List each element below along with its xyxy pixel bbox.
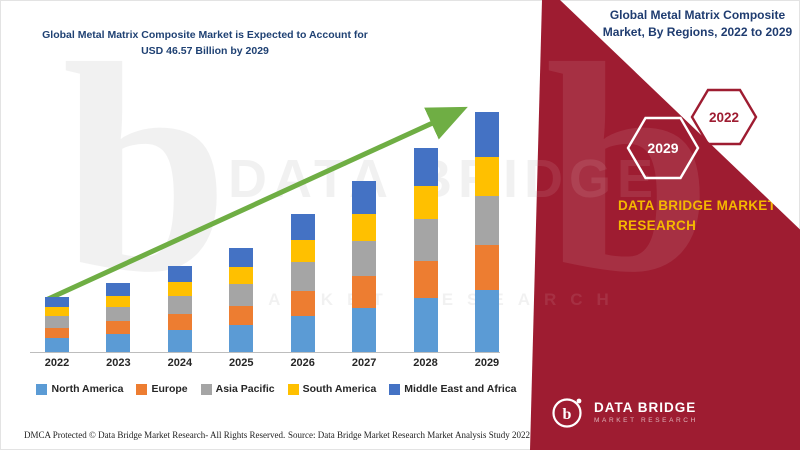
bar-segment: [229, 248, 254, 268]
bar-column-2026: [288, 110, 318, 352]
x-axis-label: 2027: [351, 357, 377, 369]
bar-segment: [106, 282, 131, 296]
chart-title-line1: Global Metal Matrix Composite Market is …: [42, 29, 368, 41]
brand-statement: DATA BRIDGE MARKET RESEARCH: [618, 196, 788, 237]
regions-title-line2: Market, By Regions, 2022 to 2029: [602, 25, 793, 40]
bar-segment: [474, 157, 499, 196]
hexagon-2022: [690, 88, 758, 146]
bar-segment: [413, 261, 438, 299]
bar-segment: [229, 305, 254, 325]
bar-column-2023: [103, 110, 133, 352]
bar-segment: [167, 313, 192, 330]
bar-column-2025: [226, 110, 256, 352]
x-axis-label: 2026: [290, 357, 315, 369]
x-axis-label: 2023: [106, 357, 131, 369]
dmca-notice: DMCA Protected © Data Bridge Market Rese…: [24, 430, 286, 440]
x-axis-label: 2025: [229, 357, 254, 369]
x-axis-line: [30, 352, 500, 353]
x-axis-label: 2028: [413, 357, 438, 369]
x-axis-label: 2024: [167, 357, 193, 369]
bar-segment: [413, 186, 438, 219]
source-note: Source: Data Bridge Market Research Mark…: [288, 430, 530, 440]
bar-segment: [474, 112, 499, 158]
legend-swatch: [36, 383, 48, 395]
databridge-logo: b DATA BRIDGE MARKET RESEARCH: [548, 392, 698, 432]
legend-swatch: [287, 383, 299, 395]
legend-label: Asia Pacific: [215, 383, 275, 395]
bar-segment: [474, 195, 499, 246]
bar-segment: [167, 329, 192, 352]
legend: North America Europe Asia Pacific South Ame…: [24, 383, 529, 395]
bar-segment: [290, 290, 315, 316]
legend-label: North America: [51, 383, 124, 395]
bar-segment: [290, 213, 315, 241]
hexagon-2022-label: 2022: [709, 110, 739, 125]
legend-swatch: [389, 383, 401, 395]
legend-item: Middle East and Africa: [389, 383, 517, 395]
bar-segment: [106, 321, 131, 334]
x-axis-labels: 2022 2023 2024 2025 2026 2027 2028 2029: [34, 357, 510, 369]
x-axis-label: 2029: [474, 357, 500, 369]
legend-swatch: [200, 383, 212, 395]
bar-segment: [474, 245, 499, 290]
bar-column-2027: [349, 110, 379, 352]
bar-segment: [413, 148, 438, 187]
bar-segment: [45, 327, 69, 339]
legend-label: Middle East and Africa: [404, 383, 517, 395]
bar-segment: [45, 316, 69, 328]
bar-segment: [106, 307, 131, 322]
bar-segment: [45, 338, 69, 352]
bar-segment: [413, 218, 438, 262]
bar-segment: [413, 298, 438, 352]
bar-column-2028: [411, 110, 441, 352]
legend-swatch: [136, 383, 148, 395]
bar-segment: [229, 284, 254, 306]
logo-subtitle: MARKET RESEARCH: [594, 417, 698, 424]
regions-title-line1: Global Metal Matrix Composite: [609, 8, 786, 22]
bar-segment: [167, 295, 192, 314]
bar-segment: [352, 307, 377, 352]
brand-statement-line1: DATA BRIDGE MARKET: [618, 198, 777, 213]
legend-item: Europe: [136, 383, 188, 395]
year-hexagons: 2029 2022: [626, 88, 758, 180]
bar-segment: [167, 265, 192, 282]
legend-item: Asia Pacific: [200, 383, 275, 395]
legend-label: Europe: [151, 383, 188, 395]
x-axis-label: 2022: [44, 357, 70, 369]
bar-column-2029: [472, 110, 502, 352]
bar-segment: [352, 181, 377, 214]
growth-arrow-icon: [44, 106, 468, 303]
logo-monogram: b: [563, 406, 572, 423]
bar-segment: [167, 281, 192, 296]
legend-label: South America: [302, 383, 377, 395]
hexagon-2029-label: 2029: [647, 140, 678, 156]
bar-column-2022: [42, 110, 72, 352]
legend-item: North America: [36, 383, 123, 395]
bar-column-2024: [165, 110, 195, 352]
bar-segment: [229, 267, 254, 285]
legend-item: South America: [287, 383, 377, 395]
bar-segment: [290, 315, 315, 352]
hexagon-2029: [626, 116, 700, 180]
bar-segment: [229, 324, 254, 352]
bar-segment: [352, 241, 377, 277]
bar-segment: [474, 289, 499, 352]
bar-segment: [106, 295, 131, 308]
bar-segment: [45, 296, 69, 308]
bar-segment: [352, 213, 377, 242]
regions-title: Global Metal Matrix Composite Market, By…: [600, 7, 795, 42]
bar-chart: [34, 110, 510, 352]
bar-segment: [106, 333, 131, 352]
bar-segment: [290, 262, 315, 291]
databridge-logo-icon: b: [552, 398, 582, 428]
bar-segment: [290, 240, 315, 263]
chart-title-line2: USD 46.57 Billion by 2029: [141, 44, 269, 57]
bar-segment: [352, 276, 377, 308]
logo-name: DATA BRIDGE: [594, 400, 697, 415]
bar-segment: [45, 307, 69, 317]
chart-title: Global Metal Matrix Composite Market is …: [20, 28, 390, 60]
brand-statement-line2: RESEARCH: [618, 218, 697, 234]
